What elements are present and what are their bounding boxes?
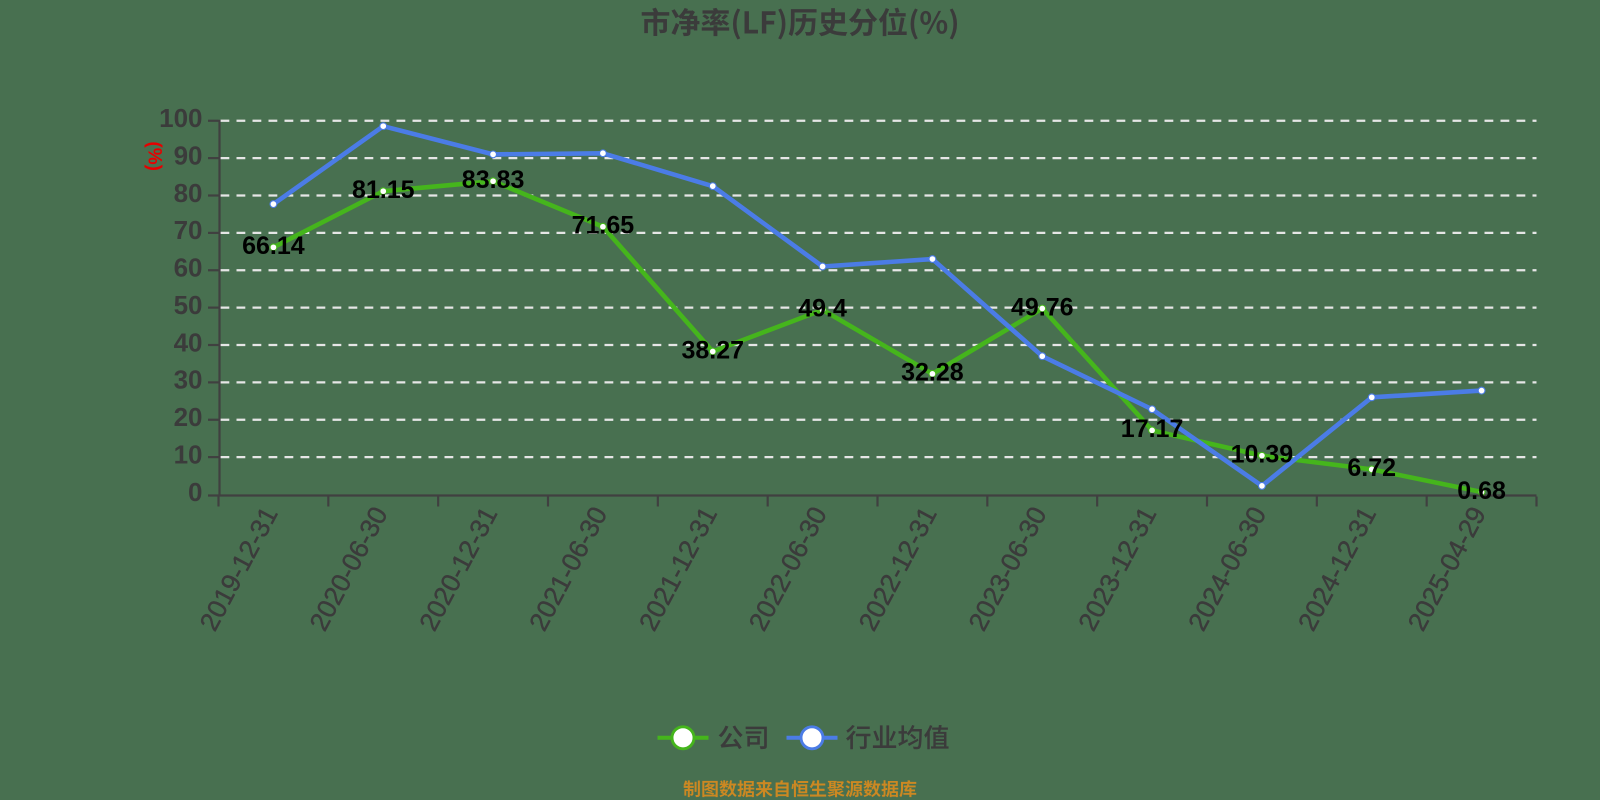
svg-text:60: 60 [174, 253, 203, 283]
svg-text:83.83: 83.83 [462, 166, 525, 194]
svg-text:80: 80 [174, 178, 203, 208]
svg-text:70: 70 [174, 215, 203, 245]
svg-text:17.17: 17.17 [1121, 415, 1184, 443]
svg-text:20: 20 [174, 402, 203, 432]
svg-text:100: 100 [159, 103, 202, 133]
svg-text:49.76: 49.76 [1011, 293, 1074, 321]
svg-text:30: 30 [174, 365, 203, 395]
svg-text:81.15: 81.15 [352, 176, 415, 204]
svg-text:49.4: 49.4 [798, 295, 847, 323]
svg-text:38.27: 38.27 [681, 336, 744, 364]
svg-text:6.72: 6.72 [1347, 454, 1396, 482]
svg-text:10.39: 10.39 [1231, 440, 1294, 468]
svg-text:90: 90 [174, 140, 203, 170]
svg-text:10: 10 [174, 439, 203, 469]
svg-text:32.28: 32.28 [901, 359, 964, 387]
svg-text:0.68: 0.68 [1457, 477, 1506, 505]
svg-text:50: 50 [174, 290, 203, 320]
svg-text:40: 40 [174, 327, 203, 357]
svg-text:0: 0 [188, 477, 202, 507]
svg-text:66.14: 66.14 [242, 232, 305, 260]
svg-text:(%): (%) [144, 141, 165, 171]
svg-text:71.65: 71.65 [572, 212, 635, 240]
